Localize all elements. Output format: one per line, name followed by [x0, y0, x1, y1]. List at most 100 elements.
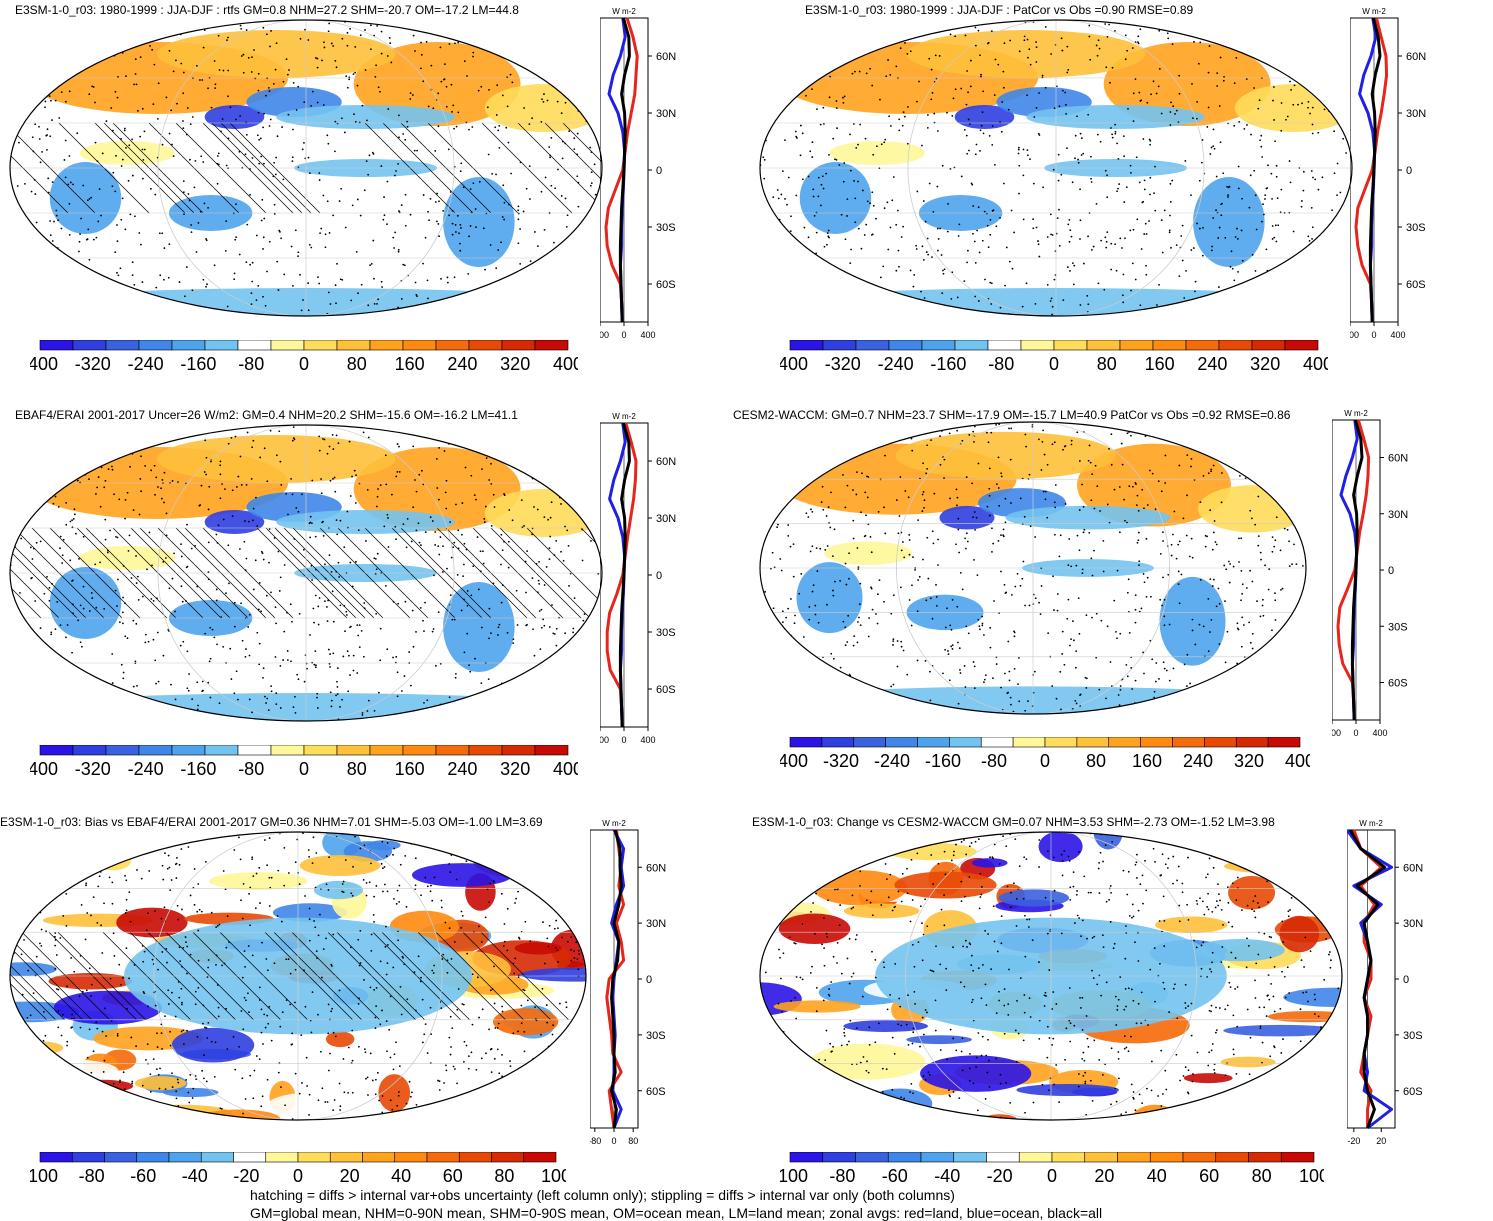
- colorbar-swatch: [304, 745, 337, 755]
- colorbar-tick-label: -240: [878, 354, 914, 374]
- colorbar-swatch: [337, 340, 370, 350]
- colorbar-tick-label: -100: [30, 1166, 58, 1186]
- colorbar-swatch: [1236, 737, 1268, 747]
- colorbar-swatch: [888, 1152, 921, 1162]
- zonal-x-tick: 400: [1390, 330, 1405, 340]
- zonal-lat-tick: 30N: [1403, 918, 1423, 930]
- colorbar-swatch: [1118, 1152, 1151, 1162]
- colorbar-tick-label: 320: [1250, 354, 1280, 374]
- map-panel: [758, 420, 1308, 716]
- zonal-lat-tick: 30S: [656, 627, 676, 639]
- zonal-unit-label: W m-2: [602, 819, 626, 828]
- colorbar-swatch: [1021, 340, 1054, 350]
- colorbar-swatch: [524, 1152, 556, 1162]
- zonal-lat-tick: 60S: [656, 684, 676, 696]
- colorbar-swatch: [73, 340, 106, 350]
- colorbar-swatch: [1204, 737, 1236, 747]
- colorbar-swatch: [234, 1152, 266, 1162]
- colorbar-swatch: [1249, 1152, 1282, 1162]
- colorbar-swatch: [1019, 1152, 1052, 1162]
- colorbar-tick-label: -400: [30, 354, 58, 374]
- colorbar-swatch: [271, 340, 304, 350]
- zonal-x-tick: 400: [640, 330, 655, 340]
- zonal-lat-tick: 30N: [1406, 108, 1426, 120]
- colorbar-swatch: [1153, 340, 1186, 350]
- colorbar-swatch: [988, 340, 1021, 350]
- colorbar-tick-label: -40: [182, 1166, 208, 1186]
- colorbar-tick-label: -60: [882, 1166, 908, 1186]
- colorbar-swatch: [790, 1152, 823, 1162]
- panel-title: E3SM-1-0_r03: 1980-1999 : JJA-DJF : rtfs…: [15, 3, 519, 17]
- colorbar-tick-label: 20: [1094, 1166, 1114, 1186]
- colorbar-swatch: [502, 340, 535, 350]
- colorbar-tick-label: 80: [347, 759, 367, 779]
- colorbar-swatch: [535, 340, 568, 350]
- colorbar: -400-320-240-160-80080160240320400: [780, 340, 1328, 380]
- colorbar: -400-320-240-160-80080160240320400: [30, 745, 578, 785]
- zonal-lat-tick: 60S: [646, 1086, 666, 1098]
- colorbar-swatch: [330, 1152, 362, 1162]
- zonal-lat-tick: 30S: [646, 1030, 666, 1042]
- colorbar-swatch: [436, 340, 469, 350]
- zonal-lat-tick: 30N: [646, 918, 666, 930]
- footnote-line-1: hatching = diffs > internal var+obs unce…: [250, 1187, 955, 1203]
- zonal-x-tick: 20: [1376, 1136, 1386, 1146]
- colorbar-swatch: [1173, 737, 1205, 747]
- colorbar-tick-label: 80: [1252, 1166, 1272, 1186]
- colorbar-swatch: [1186, 340, 1219, 350]
- zonal-unit-label: W m-2: [612, 7, 636, 16]
- colorbar-tick-label: -60: [130, 1166, 156, 1186]
- colorbar-swatch: [823, 340, 856, 350]
- colorbar-tick-label: -320: [825, 354, 861, 374]
- colorbar-swatch: [1219, 340, 1252, 350]
- colorbar-tick-label: -160: [925, 751, 961, 771]
- colorbar-swatch: [395, 1152, 427, 1162]
- colorbar-tick-label: 40: [1147, 1166, 1167, 1186]
- colorbar-tick-label: -400: [30, 759, 58, 779]
- colorbar-tick-label: 40: [391, 1166, 411, 1186]
- zonal-lat-tick: 30N: [656, 108, 676, 120]
- colorbar-tick-label: 80: [494, 1166, 514, 1186]
- colorbar-swatch: [73, 745, 106, 755]
- colorbar-swatch: [1252, 340, 1285, 350]
- panel-title: E3SM-1-0_r03: Bias vs EBAF4/ERAI 2001-20…: [0, 815, 543, 829]
- colorbar-swatch: [856, 340, 889, 350]
- colorbar-swatch: [1150, 1152, 1183, 1162]
- colorbar-swatch: [436, 745, 469, 755]
- zonal-x-tick: 0: [611, 1136, 616, 1146]
- colorbar-swatch: [298, 1152, 330, 1162]
- zonal-lat-tick: 60N: [656, 51, 676, 63]
- colorbar-tick-label: -80: [238, 354, 264, 374]
- zonal-lat-tick: 0: [1403, 974, 1409, 986]
- zonal-x-tick: 0: [621, 735, 626, 745]
- colorbar-swatch: [1045, 737, 1077, 747]
- colorbar-tick-label: -40: [934, 1166, 960, 1186]
- colorbar-swatch: [172, 340, 205, 350]
- colorbar-tick-label: 80: [1086, 751, 1106, 771]
- colorbar-swatch: [954, 1152, 987, 1162]
- zonal-lat-tick: 30S: [1406, 222, 1426, 234]
- colorbar-tick-label: -160: [930, 354, 966, 374]
- zonal-unit-label: W m-2: [1362, 7, 1386, 16]
- colorbar-tick-label: -160: [180, 759, 216, 779]
- colorbar-tick-label: 0: [1047, 1166, 1057, 1186]
- zonal-x-tick: -80: [590, 1136, 601, 1146]
- colorbar-tick-label: -80: [829, 1166, 855, 1186]
- zonal-lat-tick: 30S: [1388, 621, 1408, 633]
- colorbar-tick-label: 0: [1040, 751, 1050, 771]
- colorbar-swatch: [403, 340, 436, 350]
- colorbar-swatch: [1141, 737, 1173, 747]
- zonal-ocean-line: [1347, 830, 1392, 1128]
- colorbar-swatch: [72, 1152, 104, 1162]
- colorbar-swatch: [40, 1152, 72, 1162]
- colorbar: -400-320-240-160-80080160240320400: [30, 340, 578, 380]
- colorbar-swatch: [1054, 340, 1087, 350]
- colorbar-swatch: [40, 745, 73, 755]
- zonal-x-tick: -20: [1347, 1136, 1360, 1146]
- zonal-lat-tick: 0: [646, 974, 652, 986]
- colorbar-swatch: [106, 340, 139, 350]
- zonal-x-tick: 0: [1353, 728, 1358, 738]
- zonal-x-tick: -400: [600, 330, 609, 340]
